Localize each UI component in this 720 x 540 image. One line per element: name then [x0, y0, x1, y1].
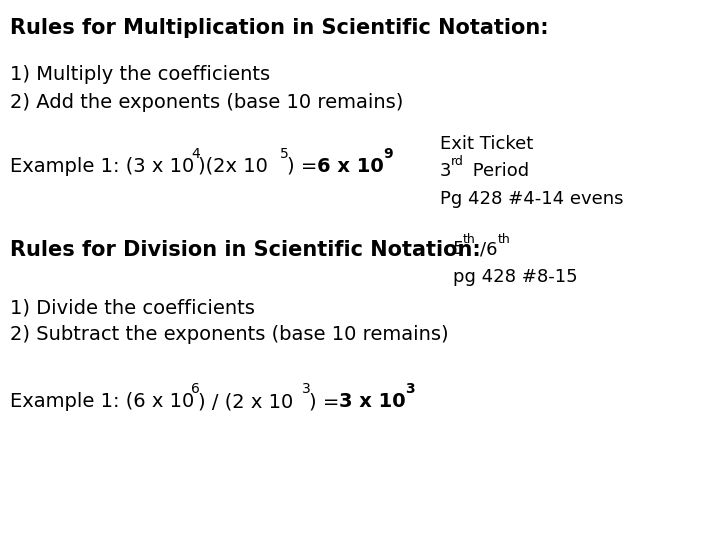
Text: 3: 3: [405, 382, 415, 396]
Text: rd: rd: [451, 155, 464, 168]
Text: 3 x 10: 3 x 10: [339, 392, 405, 411]
Text: Example 1: (3 x 10: Example 1: (3 x 10: [10, 157, 194, 176]
Text: ) =: ) =: [287, 157, 323, 176]
Text: th: th: [463, 233, 476, 246]
Text: 5: 5: [280, 147, 289, 161]
Text: 6: 6: [191, 382, 200, 396]
Text: th: th: [498, 233, 510, 246]
Text: /6: /6: [480, 240, 498, 258]
Text: 1) Divide the coefficients: 1) Divide the coefficients: [10, 298, 255, 317]
Text: pg 428 #8-15: pg 428 #8-15: [453, 268, 577, 286]
Text: 3: 3: [302, 382, 311, 396]
Text: ) / (2 x 10: ) / (2 x 10: [198, 392, 293, 411]
Text: 2) Add the exponents (base 10 remains): 2) Add the exponents (base 10 remains): [10, 93, 403, 112]
Text: )(2x 10: )(2x 10: [198, 157, 268, 176]
Text: 4: 4: [191, 147, 199, 161]
Text: 1) Multiply the coefficients: 1) Multiply the coefficients: [10, 65, 270, 84]
Text: Exit Ticket: Exit Ticket: [440, 135, 534, 153]
Text: Pg 428 #4-14 evens: Pg 428 #4-14 evens: [440, 190, 624, 208]
Text: Rules for Division in Scientific Notation:: Rules for Division in Scientific Notatio…: [10, 240, 481, 260]
Text: Example 1: (6 x 10: Example 1: (6 x 10: [10, 392, 194, 411]
Text: 3: 3: [440, 162, 451, 180]
Text: 9: 9: [383, 147, 392, 161]
Text: Rules for Multiplication in Scientific Notation:: Rules for Multiplication in Scientific N…: [10, 18, 549, 38]
Text: 6 x 10: 6 x 10: [317, 157, 384, 176]
Text: ) =: ) =: [309, 392, 346, 411]
Text: 2) Subtract the exponents (base 10 remains): 2) Subtract the exponents (base 10 remai…: [10, 325, 449, 344]
Text: 5: 5: [453, 240, 464, 258]
Text: Period: Period: [467, 162, 529, 180]
